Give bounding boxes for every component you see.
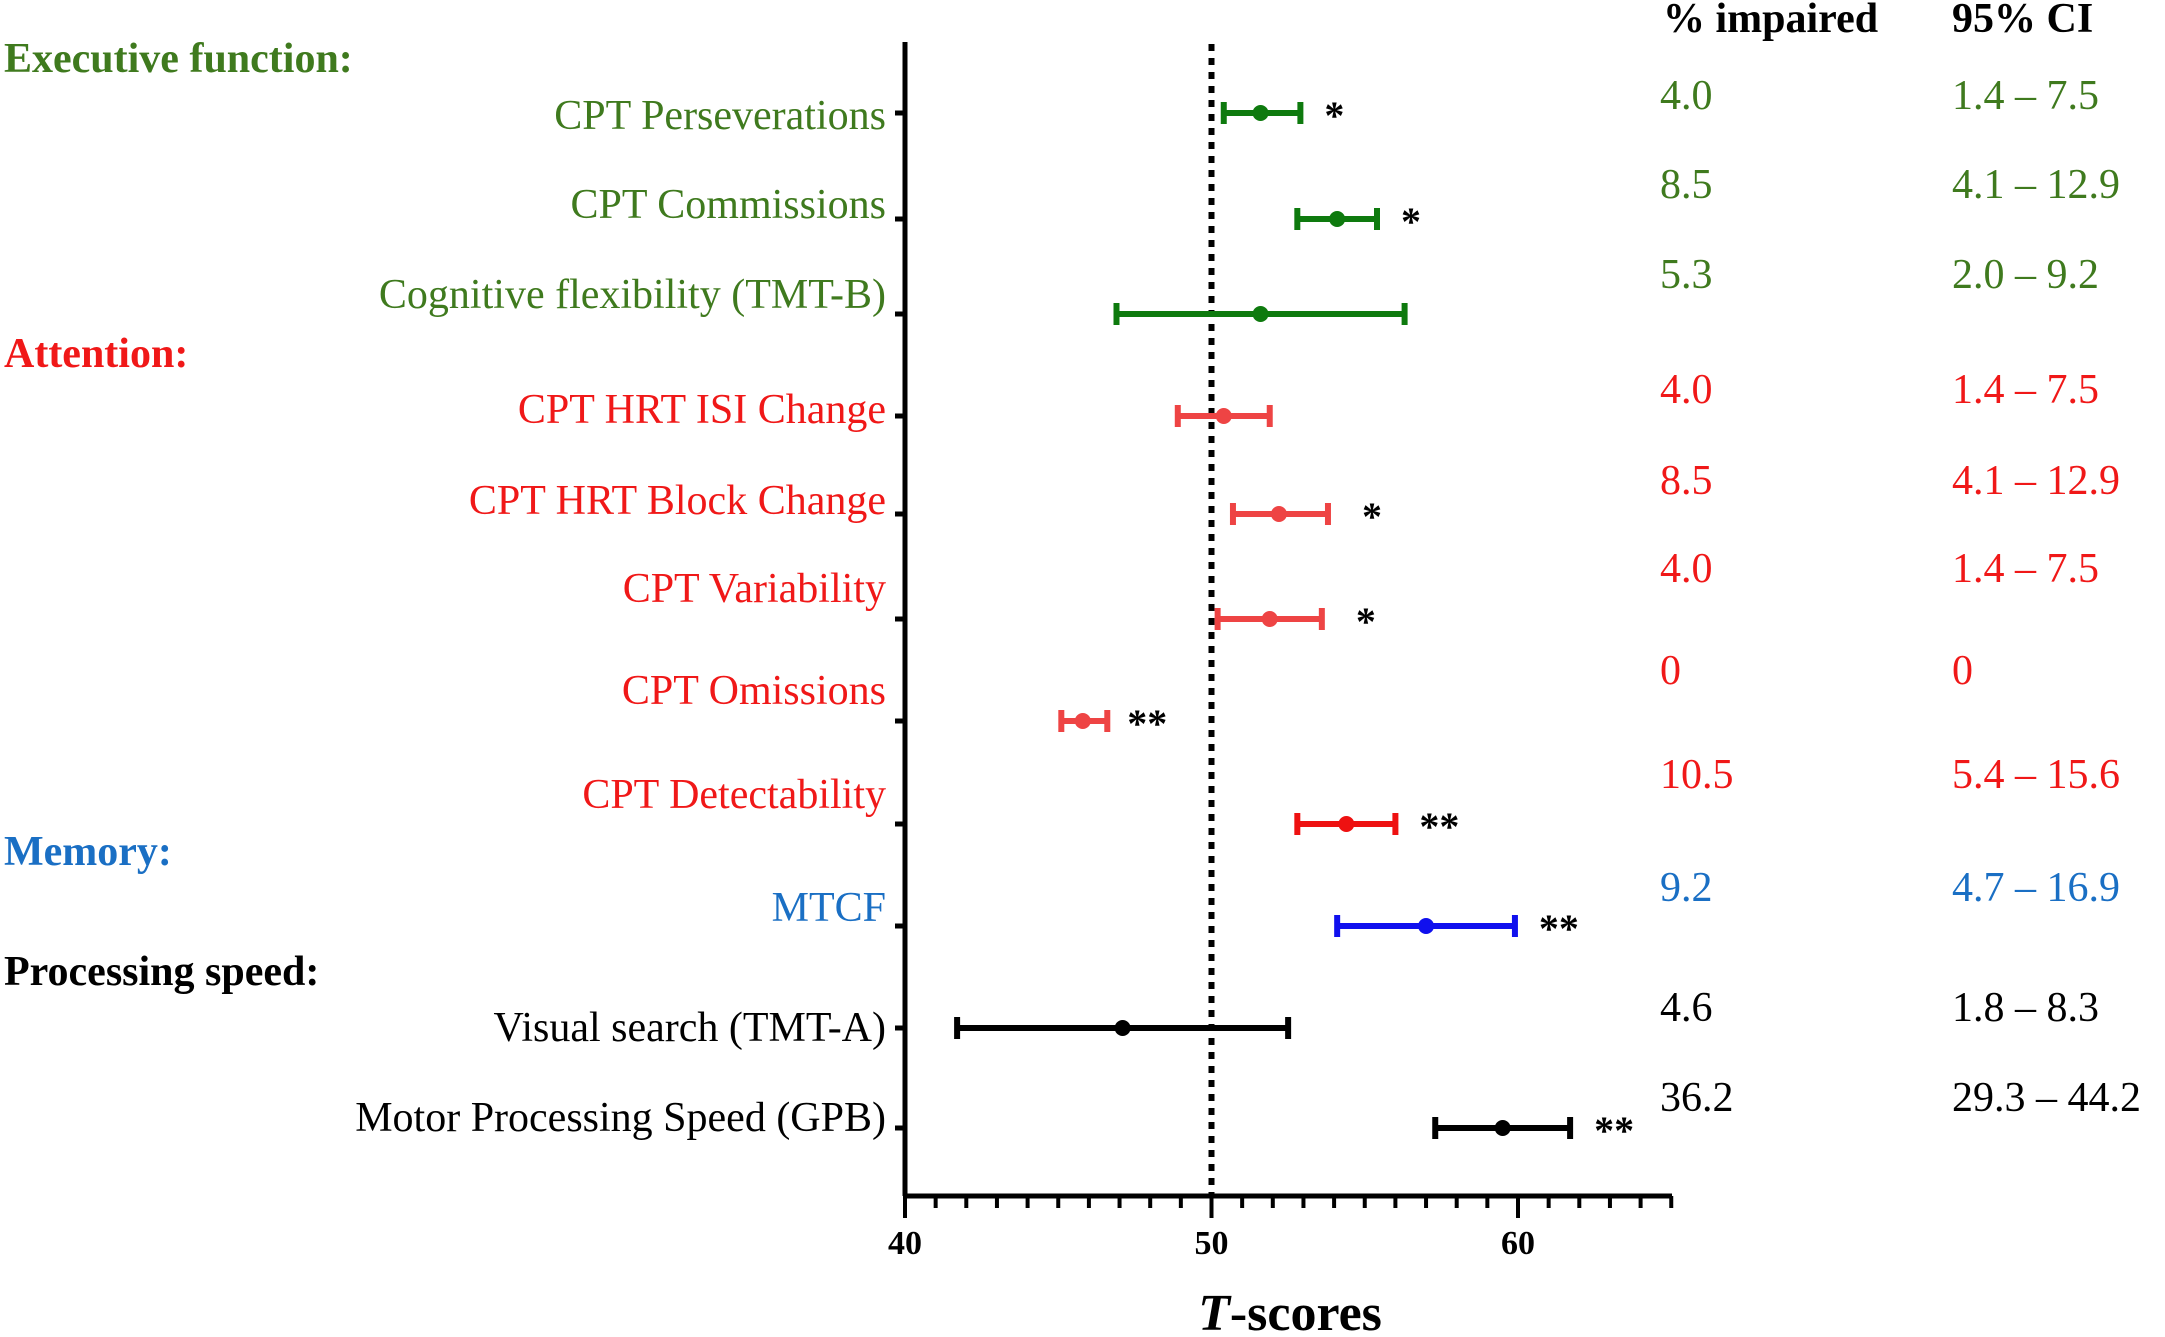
estimate-point <box>1261 611 1278 627</box>
estimate-point <box>1338 816 1355 832</box>
row-label: MTCF <box>772 885 886 931</box>
header-impaired: % impaired <box>1663 0 1878 42</box>
x-axis-title-italic: T <box>1198 1285 1232 1337</box>
forest-row: MTCF ** 9.2 4.7 – 16.9 <box>772 865 2120 951</box>
x-tick-label: 60 <box>1501 1225 1535 1262</box>
estimate-point <box>1074 713 1091 729</box>
row-label: CPT Perseverations <box>554 93 886 139</box>
column-headers: % impaired 95% CI <box>1663 0 2093 42</box>
forest-row: CPT Detectability ** 10.5 5.4 – 15.6 <box>582 752 2120 849</box>
impaired-value: 4.0 <box>1660 367 1713 413</box>
x-tick-label: 40 <box>888 1225 922 1262</box>
forest-row: Visual search (TMT-A) 4.6 1.8 – 8.3 <box>494 985 2099 1051</box>
ci-value: 1.4 – 7.5 <box>1952 367 2099 413</box>
domain-heading: Processing speed: <box>4 949 319 995</box>
row-label: Cognitive flexibility (TMT-B) <box>379 272 886 318</box>
impaired-value: 36.2 <box>1660 1075 1734 1121</box>
forest-rows: Executive function: CPT Perseverations * 4.… <box>4 36 2141 1153</box>
ci-value: 0 <box>1952 648 1973 694</box>
forest-row: CPT Omissions ** 0 0 <box>622 648 1973 746</box>
ci-value: 1.8 – 8.3 <box>1952 985 2099 1031</box>
impaired-value: 8.5 <box>1660 162 1713 208</box>
forest-row: CPT Variability * 4.0 1.4 – 7.5 <box>623 546 2099 644</box>
impaired-value: 0 <box>1660 648 1681 694</box>
estimate-point <box>1418 918 1435 934</box>
ci-value: 4.1 – 12.9 <box>1952 162 2120 208</box>
estimate-point <box>1252 105 1269 121</box>
estimate-point <box>1494 1120 1511 1136</box>
forest-row: CPT Commissions * 8.5 4.1 – 12.9 <box>571 162 2121 244</box>
x-axis-label: T-scores <box>1198 1285 1382 1337</box>
significance-marker: ** <box>1539 906 1579 951</box>
ci-value: 4.1 – 12.9 <box>1952 458 2120 504</box>
x-axis-title-rest: -scores <box>1230 1285 1382 1337</box>
estimate-point <box>1270 506 1287 522</box>
row-label: CPT Detectability <box>582 772 886 818</box>
estimate-point <box>1215 408 1232 424</box>
forest-row: CPT HRT ISI Change 4.0 1.4 – 7.5 <box>518 367 2099 433</box>
header-ci: 95% CI <box>1952 0 2093 42</box>
row-label: Motor Processing Speed (GPB) <box>355 1095 886 1141</box>
ci-value: 29.3 – 44.2 <box>1952 1075 2141 1121</box>
ci-value: 1.4 – 7.5 <box>1952 546 2099 592</box>
ci-value: 2.0 – 9.2 <box>1952 252 2099 298</box>
row-label: Visual search (TMT-A) <box>494 1005 886 1051</box>
domain-heading: Memory: <box>4 829 172 875</box>
row-label: CPT HRT ISI Change <box>518 387 886 433</box>
impaired-value: 4.0 <box>1660 73 1713 119</box>
significance-marker: * <box>1324 93 1344 138</box>
forest-row: CPT HRT Block Change * 8.5 4.1 – 12.9 <box>469 458 2120 539</box>
domain-heading: Executive function: <box>4 36 353 82</box>
impaired-value: 8.5 <box>1660 458 1713 504</box>
forest-row: CPT Perseverations * 4.0 1.4 – 7.5 <box>554 73 2099 139</box>
plot-axes: 40 50 60 <box>888 42 1674 1262</box>
ci-value: 4.7 – 16.9 <box>1952 865 2120 911</box>
significance-marker: * <box>1401 199 1421 244</box>
row-label: CPT HRT Block Change <box>469 478 886 524</box>
impaired-value: 10.5 <box>1660 752 1734 798</box>
significance-marker: ** <box>1127 701 1167 746</box>
row-label: CPT Omissions <box>622 668 886 714</box>
impaired-value: 4.0 <box>1660 546 1713 592</box>
estimate-point <box>1252 306 1269 322</box>
ci-value: 5.4 – 15.6 <box>1952 752 2120 798</box>
row-label: CPT Variability <box>623 566 886 612</box>
x-axis-title: T-scores <box>1198 1285 1382 1337</box>
row-label: CPT Commissions <box>571 182 887 228</box>
impaired-value: 9.2 <box>1660 865 1713 911</box>
ci-value: 1.4 – 7.5 <box>1952 73 2099 119</box>
forest-row: Motor Processing Speed (GPB) ** 36.2 29.3 –… <box>355 1075 2141 1153</box>
significance-marker: ** <box>1419 804 1459 849</box>
significance-marker: * <box>1356 599 1376 644</box>
significance-marker: * <box>1362 494 1382 539</box>
impaired-value: 4.6 <box>1660 985 1713 1031</box>
estimate-point <box>1114 1020 1131 1036</box>
x-tick-label: 50 <box>1195 1225 1229 1262</box>
impaired-value: 5.3 <box>1660 252 1713 298</box>
domain-heading: Attention: <box>4 331 188 377</box>
forest-row: Cognitive flexibility (TMT-B) 5.3 2.0 – 9.… <box>379 252 2099 325</box>
significance-marker: ** <box>1594 1108 1634 1153</box>
estimate-point <box>1329 211 1346 227</box>
